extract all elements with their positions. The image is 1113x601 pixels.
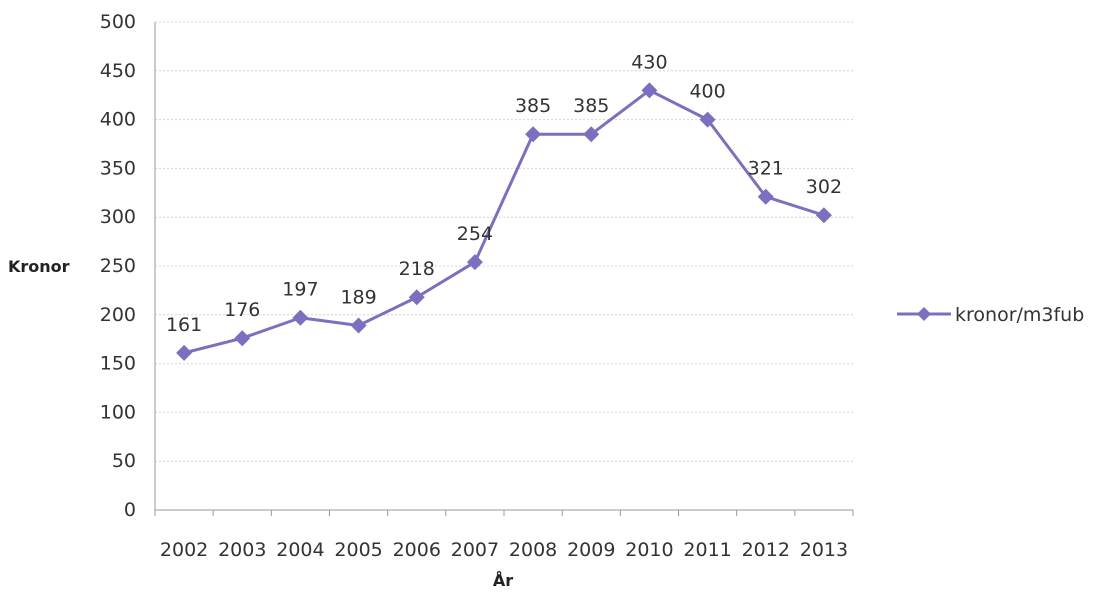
- x-tick-label: 2006: [393, 539, 441, 561]
- y-tick-labels: 0 50 100 150 200 250 300 350 400 450 500: [100, 11, 136, 521]
- x-tick-label: 2003: [218, 539, 266, 561]
- x-tick-label: 2005: [334, 539, 382, 561]
- y-tick-label: 150: [100, 353, 136, 375]
- data-label: 400: [689, 81, 725, 103]
- x-tick-label: 2002: [160, 539, 208, 561]
- x-axis-title: År: [493, 571, 513, 590]
- data-labels: 161 176 197 189 218 254 385 385 430 400 321 302: [166, 51, 842, 336]
- legend-marker-diamond: [917, 307, 931, 321]
- y-tick-label: 100: [100, 401, 136, 423]
- y-tick-label: 400: [100, 109, 136, 131]
- data-label: 189: [340, 287, 376, 309]
- data-label: 197: [282, 279, 318, 301]
- x-tick-label: 2008: [509, 539, 557, 561]
- data-label: 218: [399, 258, 435, 280]
- x-tick-labels: 2002 2003 2004 2005 2006 2007 2008 2009 2010 2011…: [160, 539, 848, 561]
- x-tick-label: 2013: [800, 539, 848, 561]
- data-point: [234, 330, 251, 347]
- data-point: [699, 111, 716, 128]
- data-point: [466, 254, 483, 271]
- data-label: 430: [631, 51, 667, 73]
- y-tick-label: 300: [100, 206, 136, 228]
- x-tick-label: 2010: [625, 539, 673, 561]
- legend: kronor/m3fub: [897, 304, 1084, 326]
- data-label: 161: [166, 314, 202, 336]
- data-point: [350, 317, 367, 334]
- series-line: [183, 88, 825, 355]
- legend-entry: kronor/m3fub: [955, 304, 1084, 326]
- y-tick-label: 500: [100, 11, 136, 33]
- x-tick-label: 2007: [451, 539, 499, 561]
- data-label: 254: [457, 223, 493, 245]
- data-point: [583, 126, 600, 143]
- data-point: [176, 344, 193, 361]
- y-tick-label: 200: [100, 304, 136, 326]
- axes: [154, 22, 854, 516]
- data-point: [408, 289, 425, 306]
- y-tick-label: 50: [112, 450, 136, 472]
- data-point: [292, 309, 309, 326]
- y-tick-label: 0: [124, 499, 136, 521]
- data-point: [757, 188, 774, 205]
- x-tick-label: 2004: [276, 539, 324, 561]
- data-point: [815, 207, 832, 224]
- data-label: 385: [515, 95, 551, 117]
- x-tick-label: 2009: [567, 539, 615, 561]
- gridlines: [155, 21, 853, 462]
- x-tick-label: 2012: [742, 539, 790, 561]
- data-point: [525, 126, 542, 143]
- data-label: 385: [573, 95, 609, 117]
- y-axis-title: Kronor: [8, 257, 70, 276]
- data-label: 302: [806, 176, 842, 198]
- y-tick-label: 250: [100, 255, 136, 277]
- data-point: [641, 82, 658, 99]
- y-tick-label: 350: [100, 157, 136, 179]
- series: [176, 82, 832, 361]
- data-label: 176: [224, 299, 260, 321]
- y-tick-label: 450: [100, 60, 136, 82]
- data-label: 321: [748, 158, 784, 180]
- x-tick-label: 2011: [683, 539, 731, 561]
